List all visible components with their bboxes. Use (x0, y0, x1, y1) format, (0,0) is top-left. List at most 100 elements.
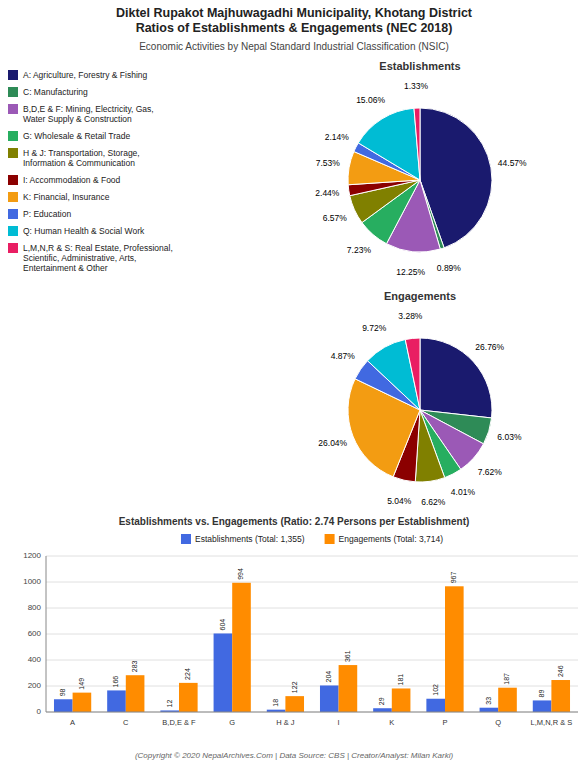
legend-swatch (8, 209, 18, 219)
pie: Establishments44.57%0.89%12.25%7.23%6.57… (315, 60, 527, 277)
data-label: 2.14% (325, 132, 350, 142)
grid-line (46, 712, 578, 713)
data-label: 102 (432, 684, 439, 696)
figure-title: Diktel Rupakot Majhuwagadhi Municipality… (116, 6, 473, 35)
legend-swatch (181, 534, 191, 544)
data-label: 6.62% (421, 497, 446, 507)
legend-swatch (8, 226, 18, 236)
legend: Establishments (Total: 1,355)Engagements… (181, 534, 443, 544)
data-label: 224 (184, 668, 191, 680)
legend-label: P: Education (23, 209, 71, 219)
text-line: I: Accommodation & Food (23, 175, 121, 185)
bar (498, 688, 517, 712)
legend-label: Q: Human Health & Social Work (23, 226, 145, 236)
grid-line (46, 582, 578, 583)
data-label: 98 (59, 688, 66, 696)
legend-label: G: Wholesale & Retail Trade (23, 131, 131, 141)
legend-swatch (8, 243, 18, 253)
data-label: 4.01% (451, 487, 476, 497)
data-label: 246 (557, 665, 564, 677)
text-line: Diktel Rupakot Majhuwagadhi Municipality… (116, 6, 473, 20)
bar (426, 699, 445, 712)
legend-label: A: Agriculture, Forestry & Fishing (23, 70, 148, 80)
data-label: 2.44% (315, 188, 340, 198)
data-label: 5.04% (387, 496, 412, 506)
grid-line (46, 660, 578, 661)
text-line: Ratios of Establishments & Engagements (… (136, 21, 453, 35)
data-labels: 9816612604182042910233891492832249941223… (59, 568, 563, 707)
x-tick-label: K (389, 718, 394, 727)
text-line: B,D,E & F: Mining, Electricity, Gas, (23, 104, 154, 114)
legend: A: Agriculture, Forestry & Fishing C: Man… (8, 70, 173, 273)
legend-label: L,M,N,R & S: Real Estate, Professional,S… (23, 243, 173, 273)
y-tick-label: 600 (28, 629, 42, 638)
x-tick-label: Q (495, 718, 501, 727)
text-line: C: Manufacturing (23, 87, 88, 97)
x-tick-label: L,M,N,R & S (531, 718, 573, 727)
data-label: 166 (112, 676, 119, 688)
data-label: 7.53% (316, 158, 341, 168)
text-line: L,M,N,R & S: Real Estate, Professional, (23, 243, 173, 253)
bar (480, 708, 499, 712)
x-tick-label: H & J (276, 718, 295, 727)
data-label: 7.62% (478, 467, 503, 477)
text-line: Entertainment & Other (23, 263, 108, 273)
data-label: 181 (397, 674, 404, 686)
data-label: 149 (78, 678, 85, 690)
x-tick-label: G (229, 718, 235, 727)
pie-title: Establishments (379, 60, 460, 72)
data-label: 9.72% (362, 323, 387, 333)
legend-label: H & J: Transportation, Storage,Informati… (23, 148, 140, 168)
legend-swatch (8, 175, 18, 185)
text-line: P: Education (23, 209, 71, 219)
y-tick-label: 0 (37, 707, 42, 716)
x-tick-label: P (442, 718, 447, 727)
pie-slice (405, 338, 420, 410)
data-label: 12 (166, 700, 173, 708)
data-label: 15.06% (356, 95, 385, 105)
data-label: 967 (450, 572, 457, 584)
data-label: 12.25% (396, 267, 425, 277)
y-tick-label: 200 (28, 681, 42, 690)
x-tick-label: A (70, 718, 75, 727)
footer: (Copyright © 2020 NepalArchives.Com | Da… (135, 751, 454, 760)
data-label: 33 (485, 697, 492, 705)
y-tick-label: 800 (28, 603, 42, 612)
bar (533, 700, 552, 712)
y-tick-label: 1000 (23, 577, 41, 586)
bar-title: Establishments vs. Engagements (Ratio: 2… (119, 516, 470, 527)
y-tick-label: 400 (28, 655, 42, 664)
text-line: G: Wholesale & Retail Trade (23, 131, 131, 141)
bar (179, 683, 198, 712)
y-tick-label: 1200 (23, 551, 41, 560)
bar (339, 665, 358, 712)
x-tick-label: C (123, 718, 129, 727)
bar (285, 696, 304, 712)
data-label: 26.04% (318, 438, 347, 448)
bar (551, 680, 570, 712)
bar-chart: Establishments vs. Engagements (Ratio: 2… (23, 516, 578, 727)
bar (320, 685, 339, 712)
data-label: 44.57% (498, 158, 527, 168)
bar (232, 583, 251, 712)
x-axis (46, 712, 578, 713)
text-line: Information & Communication (23, 158, 135, 168)
data-label: 29 (378, 697, 385, 705)
bars (54, 583, 570, 712)
legend-swatch (8, 70, 18, 80)
text-line: A: Agriculture, Forestry & Fishing (23, 70, 148, 80)
bar (373, 708, 392, 712)
legend-label: B,D,E & F: Mining, Electricity, Gas,Wate… (23, 104, 154, 124)
grid-line (46, 556, 578, 557)
bar (54, 699, 73, 712)
bar (392, 688, 411, 712)
legend-label: K: Financial, Insurance (23, 192, 110, 202)
data-label: 3.28% (398, 311, 423, 321)
data-label: 1.33% (404, 81, 429, 91)
data-label: 994 (237, 568, 244, 580)
text-line: H & J: Transportation, Storage, (23, 148, 140, 158)
figure: Diktel Rupakot Majhuwagadhi Municipality… (0, 0, 588, 768)
legend-label: Engagements (Total: 3,714) (339, 534, 444, 544)
legend-swatch (8, 192, 18, 202)
legend-swatch (8, 87, 18, 97)
